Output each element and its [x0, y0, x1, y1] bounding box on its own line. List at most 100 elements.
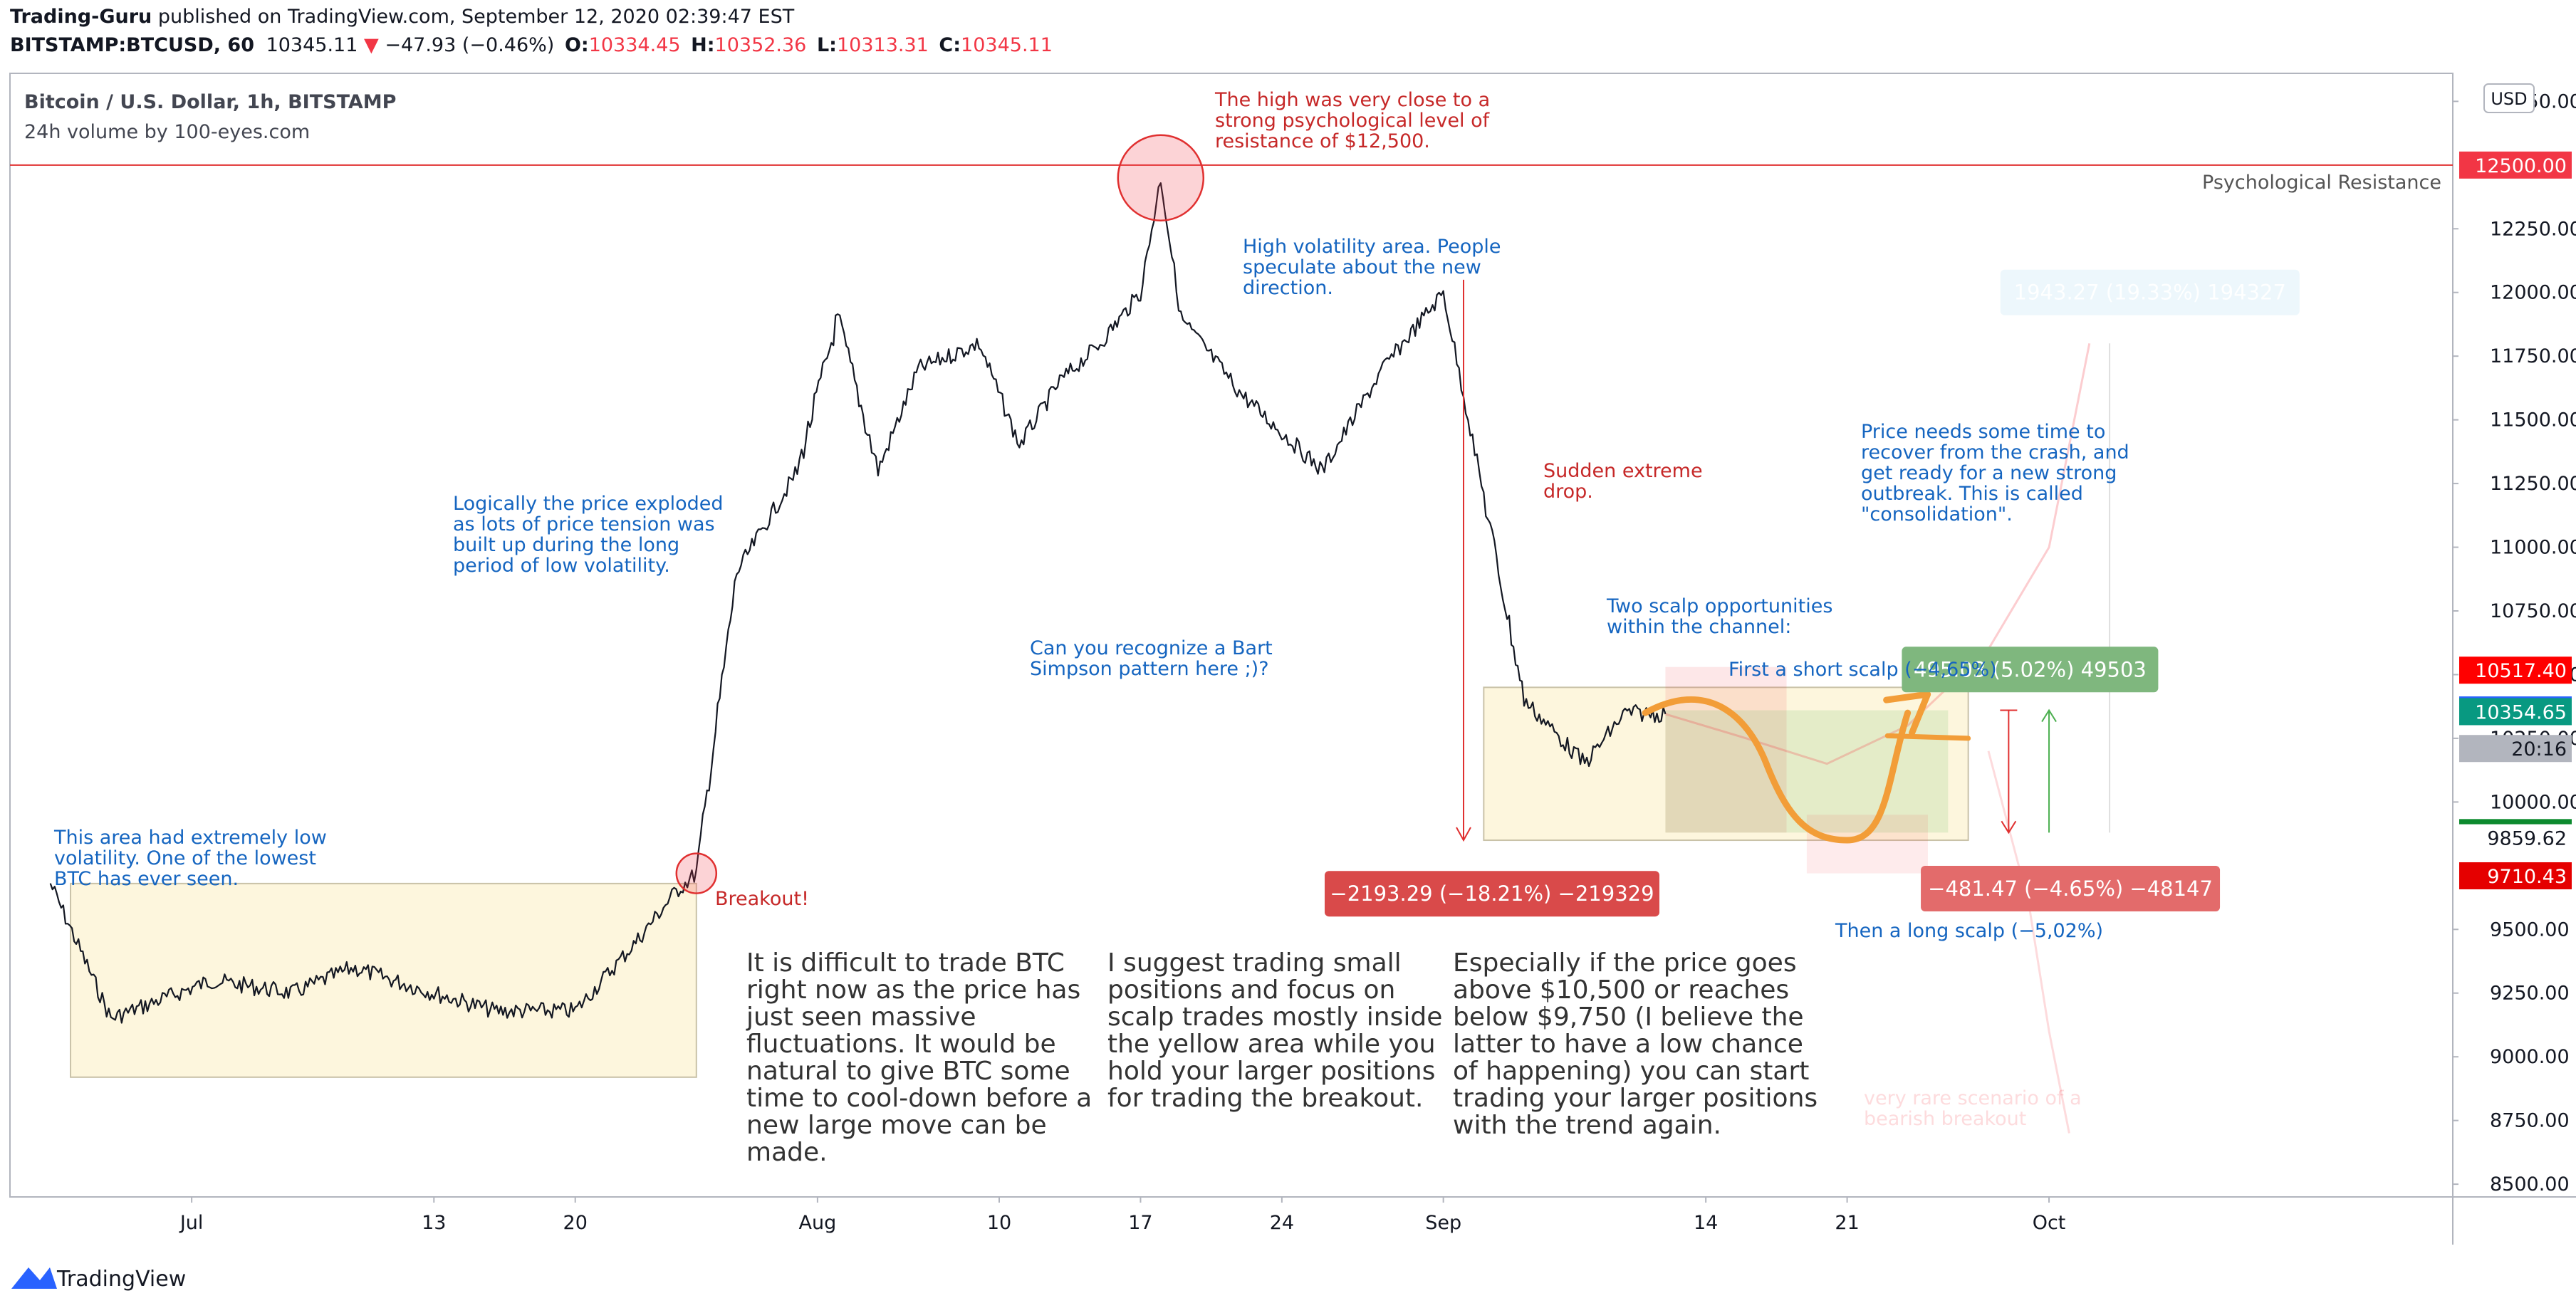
- y-tick-label: 10000.00: [2490, 791, 2576, 813]
- y-tick-label: 12250.00: [2490, 218, 2576, 240]
- price-tag-label: 10354.65: [2475, 701, 2567, 723]
- price-tag-label: 10517.40: [2475, 660, 2567, 682]
- drop-arrowhead-icon: [1456, 827, 1471, 842]
- commentary-col3-line-3: below $9,750 (I believe the: [1453, 1003, 1804, 1032]
- price-tag: [2459, 698, 2572, 726]
- bart-note-line-2: Simpson pattern here ;)?: [1030, 658, 1269, 680]
- x-tick-label: 14: [1694, 1212, 1718, 1234]
- first-scalp-label: First a short scalp (−4,65%): [1728, 659, 1997, 681]
- legend-indicator: 24h volume by 100-eyes.com: [24, 121, 310, 143]
- exploded-note-line-3: built up during the long: [453, 534, 679, 556]
- y-tick-label: 11500.00: [2490, 409, 2576, 431]
- short-scalp-zone: [1665, 666, 1787, 833]
- bearish-projection-path: [1987, 750, 2070, 1134]
- commentary-col1-line-4: fluctuations. It would be: [746, 1030, 1056, 1059]
- x-tick-label: 10: [987, 1212, 1011, 1234]
- tradingview-logo-icon[interactable]: [11, 1267, 57, 1289]
- high-circle-marker: [1117, 134, 1205, 221]
- low-value: 10313.31: [836, 34, 929, 56]
- commentary-col1-line-5: natural to give BTC some: [746, 1057, 1070, 1086]
- scalp-path-tail: [1884, 733, 1971, 741]
- y-tick-label: 12000.00: [2490, 282, 2576, 304]
- y-tick-label: 8500.00: [2490, 1173, 2570, 1195]
- x-axis: Jul 13 20 Aug 10 17 24 Sep 14 21 Oct: [179, 1197, 2066, 1234]
- bull-target-badge-label: 1943.27 (19.33%) 194327: [2014, 281, 2286, 305]
- low-volatility-note-line-3: BTC has ever seen.: [54, 868, 239, 890]
- y-tick-label: 11750.00: [2490, 345, 2576, 367]
- long-scalp-badge: [1902, 647, 2159, 693]
- consolidation-note-line-1: Price needs some time to: [1861, 421, 2105, 443]
- last-price: 10345.11: [266, 34, 358, 56]
- commentary-col1-line-3: just seen massive: [746, 1003, 976, 1032]
- long-scalp-label: Then a long scalp (−5,02%): [1835, 920, 2103, 942]
- resistance-label: Psychological Resistance: [2202, 172, 2441, 194]
- symbol-label: BITSTAMP:BTCUSD, 60: [10, 34, 254, 56]
- stop-zone: [1806, 815, 1928, 874]
- commentary-col3-line-2: above $10,500 or reaches: [1453, 975, 1789, 1005]
- currency-button[interactable]: [2483, 83, 2535, 113]
- commentary-col2-line-3: scalp trades mostly inside: [1107, 1003, 1442, 1032]
- rare-scenario-note-line-2: bearish breakout: [1864, 1108, 2026, 1130]
- commentary-col2-line-4: the yellow area while you: [1107, 1030, 1436, 1059]
- price-series-line: [49, 182, 1667, 1024]
- currency-label: USD: [2491, 89, 2527, 109]
- high-note-line-2: strong psychological level of: [1215, 110, 1491, 132]
- close-label: C:: [939, 34, 961, 56]
- x-tick-label: 24: [1270, 1212, 1294, 1234]
- publish-info: published on TradingView.com, September …: [157, 6, 795, 28]
- y-tick-label: 10750.00: [2490, 600, 2576, 622]
- consolidation-note-line-5: "consolidation".: [1861, 503, 2013, 525]
- legend-title: Bitcoin / U.S. Dollar, 1h, BITSTAMP: [24, 91, 396, 113]
- price-tag-label: 9859.62: [2487, 828, 2567, 850]
- commentary-col2-line-6: for trading the breakout.: [1107, 1084, 1423, 1113]
- drop-measure-badge: [1324, 871, 1659, 917]
- tradingview-brand[interactable]: TradingView: [56, 1267, 186, 1292]
- commentary-col2-line-1: I suggest trading small: [1107, 948, 1402, 978]
- consolidation-note-line-3: get ready for a new strong: [1861, 462, 2117, 484]
- y-axis: 8500.00 8750.00 9000.00 9250.00 9500.00 10000…: [2453, 90, 2576, 1195]
- short-scalp-badge-label: −481.47 (−4.65%) −48147: [1928, 877, 2213, 901]
- low-volatility-note-line-1: This area had extremely low: [53, 827, 327, 849]
- open-label: O:: [564, 34, 589, 56]
- x-tick-label: 17: [1128, 1212, 1152, 1234]
- low-label: L:: [816, 34, 837, 56]
- bull-target-badge: [2000, 269, 2300, 315]
- annotation-layer: Psychological Resistance −2193.29 (−18.21…: [53, 89, 2441, 1167]
- price-tag-label: 20:16: [2511, 738, 2567, 760]
- high-note-line-1: The high was very close to a: [1214, 89, 1490, 111]
- y-tick-label: 11250.00: [2490, 473, 2576, 495]
- high-label: H:: [691, 34, 715, 56]
- long-arrowhead-icon: [2041, 708, 2057, 723]
- x-tick-label: 21: [1835, 1212, 1859, 1234]
- commentary-col1-line-8: made.: [746, 1138, 828, 1167]
- scalp-note-line-2: within the channel:: [1607, 616, 1791, 638]
- bart-note-line-1: Can you recognize a Bart: [1030, 637, 1273, 659]
- long-scalp-badge-label: 495.03 (5.02%) 49503: [1914, 657, 2147, 681]
- author-name[interactable]: Trading-Guru: [10, 6, 152, 28]
- consolidation-note-line-2: recover from the crash, and: [1861, 441, 2129, 464]
- open-value: 10334.45: [588, 34, 681, 56]
- low-volatility-zone: [70, 882, 697, 1078]
- drop-note-line-2: drop.: [1543, 481, 1593, 503]
- exploded-note-line-1: Logically the price exploded: [453, 493, 724, 515]
- x-tick-label: 20: [563, 1212, 588, 1234]
- commentary-col1-line-7: new large move can be: [746, 1111, 1047, 1140]
- y-tick-label: 8750.00: [2490, 1110, 2570, 1132]
- commentary-col3-line-6: trading your larger positions: [1453, 1084, 1818, 1113]
- low-volatility-note-line-2: volatility. One of the lowest: [54, 847, 316, 869]
- commentary-col1-line-2: right now as the price has: [746, 975, 1080, 1005]
- x-tick-label: Oct: [2033, 1212, 2066, 1234]
- breakout-circle-marker: [675, 852, 718, 894]
- x-tick-label: Jul: [179, 1212, 204, 1234]
- high-value: 10352.36: [714, 34, 807, 56]
- exploded-note-line-4: period of low volatility.: [453, 555, 670, 577]
- price-change: −47.93 (−0.46%): [385, 34, 555, 56]
- commentary-col3-line-7: with the trend again.: [1453, 1111, 1721, 1140]
- high-note-line-3: resistance of $12,500.: [1215, 130, 1430, 152]
- scalp-path-arrow: [1642, 696, 1912, 844]
- commentary-col2-line-2: positions and focus on: [1107, 975, 1395, 1005]
- y-tick-label: 11000.00: [2490, 537, 2576, 559]
- close-value: 10345.11: [961, 34, 1053, 56]
